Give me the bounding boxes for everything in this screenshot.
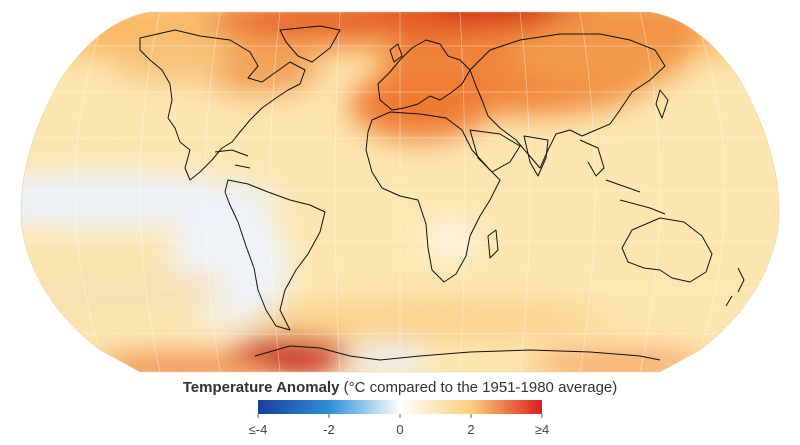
coastline-greenland: [279, 25, 341, 63]
scale-tick-label: ≥4: [535, 422, 549, 437]
graticule: [21, 12, 779, 372]
coastline-southeast-asia: [579, 139, 666, 215]
scale-tick-label: -2: [323, 422, 335, 437]
coastline-asia: [469, 33, 666, 169]
coastline-madagascar: [487, 229, 499, 259]
coastline-caribbean: [214, 149, 251, 169]
legend-title-bold: Temperature Anomaly: [182, 379, 340, 396]
coastline-antarctica: [254, 345, 661, 361]
temperature-anomaly-map: [20, 11, 780, 373]
scale-tick-label: ≤-4: [249, 422, 268, 437]
coastline-europe: [377, 39, 471, 111]
legend-title-rest: (°C compared to the 1951-1980 average): [343, 379, 618, 396]
scale-tick-label: 0: [396, 422, 403, 437]
coastline-japan: [655, 89, 669, 119]
color-scale-ticks: ≤-4 -2 0 2 ≥4: [249, 414, 549, 437]
coastline-africa: [365, 111, 501, 283]
scale-tick-label: 2: [467, 422, 474, 437]
coastlines: [139, 25, 745, 361]
coastline-arabia: [469, 129, 521, 173]
coastline-australia: [621, 217, 713, 283]
coastline-india: [523, 135, 549, 177]
coastline-new-zealand: [725, 267, 745, 307]
color-scale-bar: [258, 400, 542, 414]
coastline-uk: [389, 43, 403, 63]
legend-title: Temperature Anomaly (°C compared to the …: [0, 379, 800, 396]
coastline-south-america: [224, 179, 326, 331]
coastline-north-america: [139, 29, 306, 181]
color-scale: ≤-4 -2 0 2 ≥4: [249, 400, 549, 437]
anomaly-field: [21, 12, 779, 372]
